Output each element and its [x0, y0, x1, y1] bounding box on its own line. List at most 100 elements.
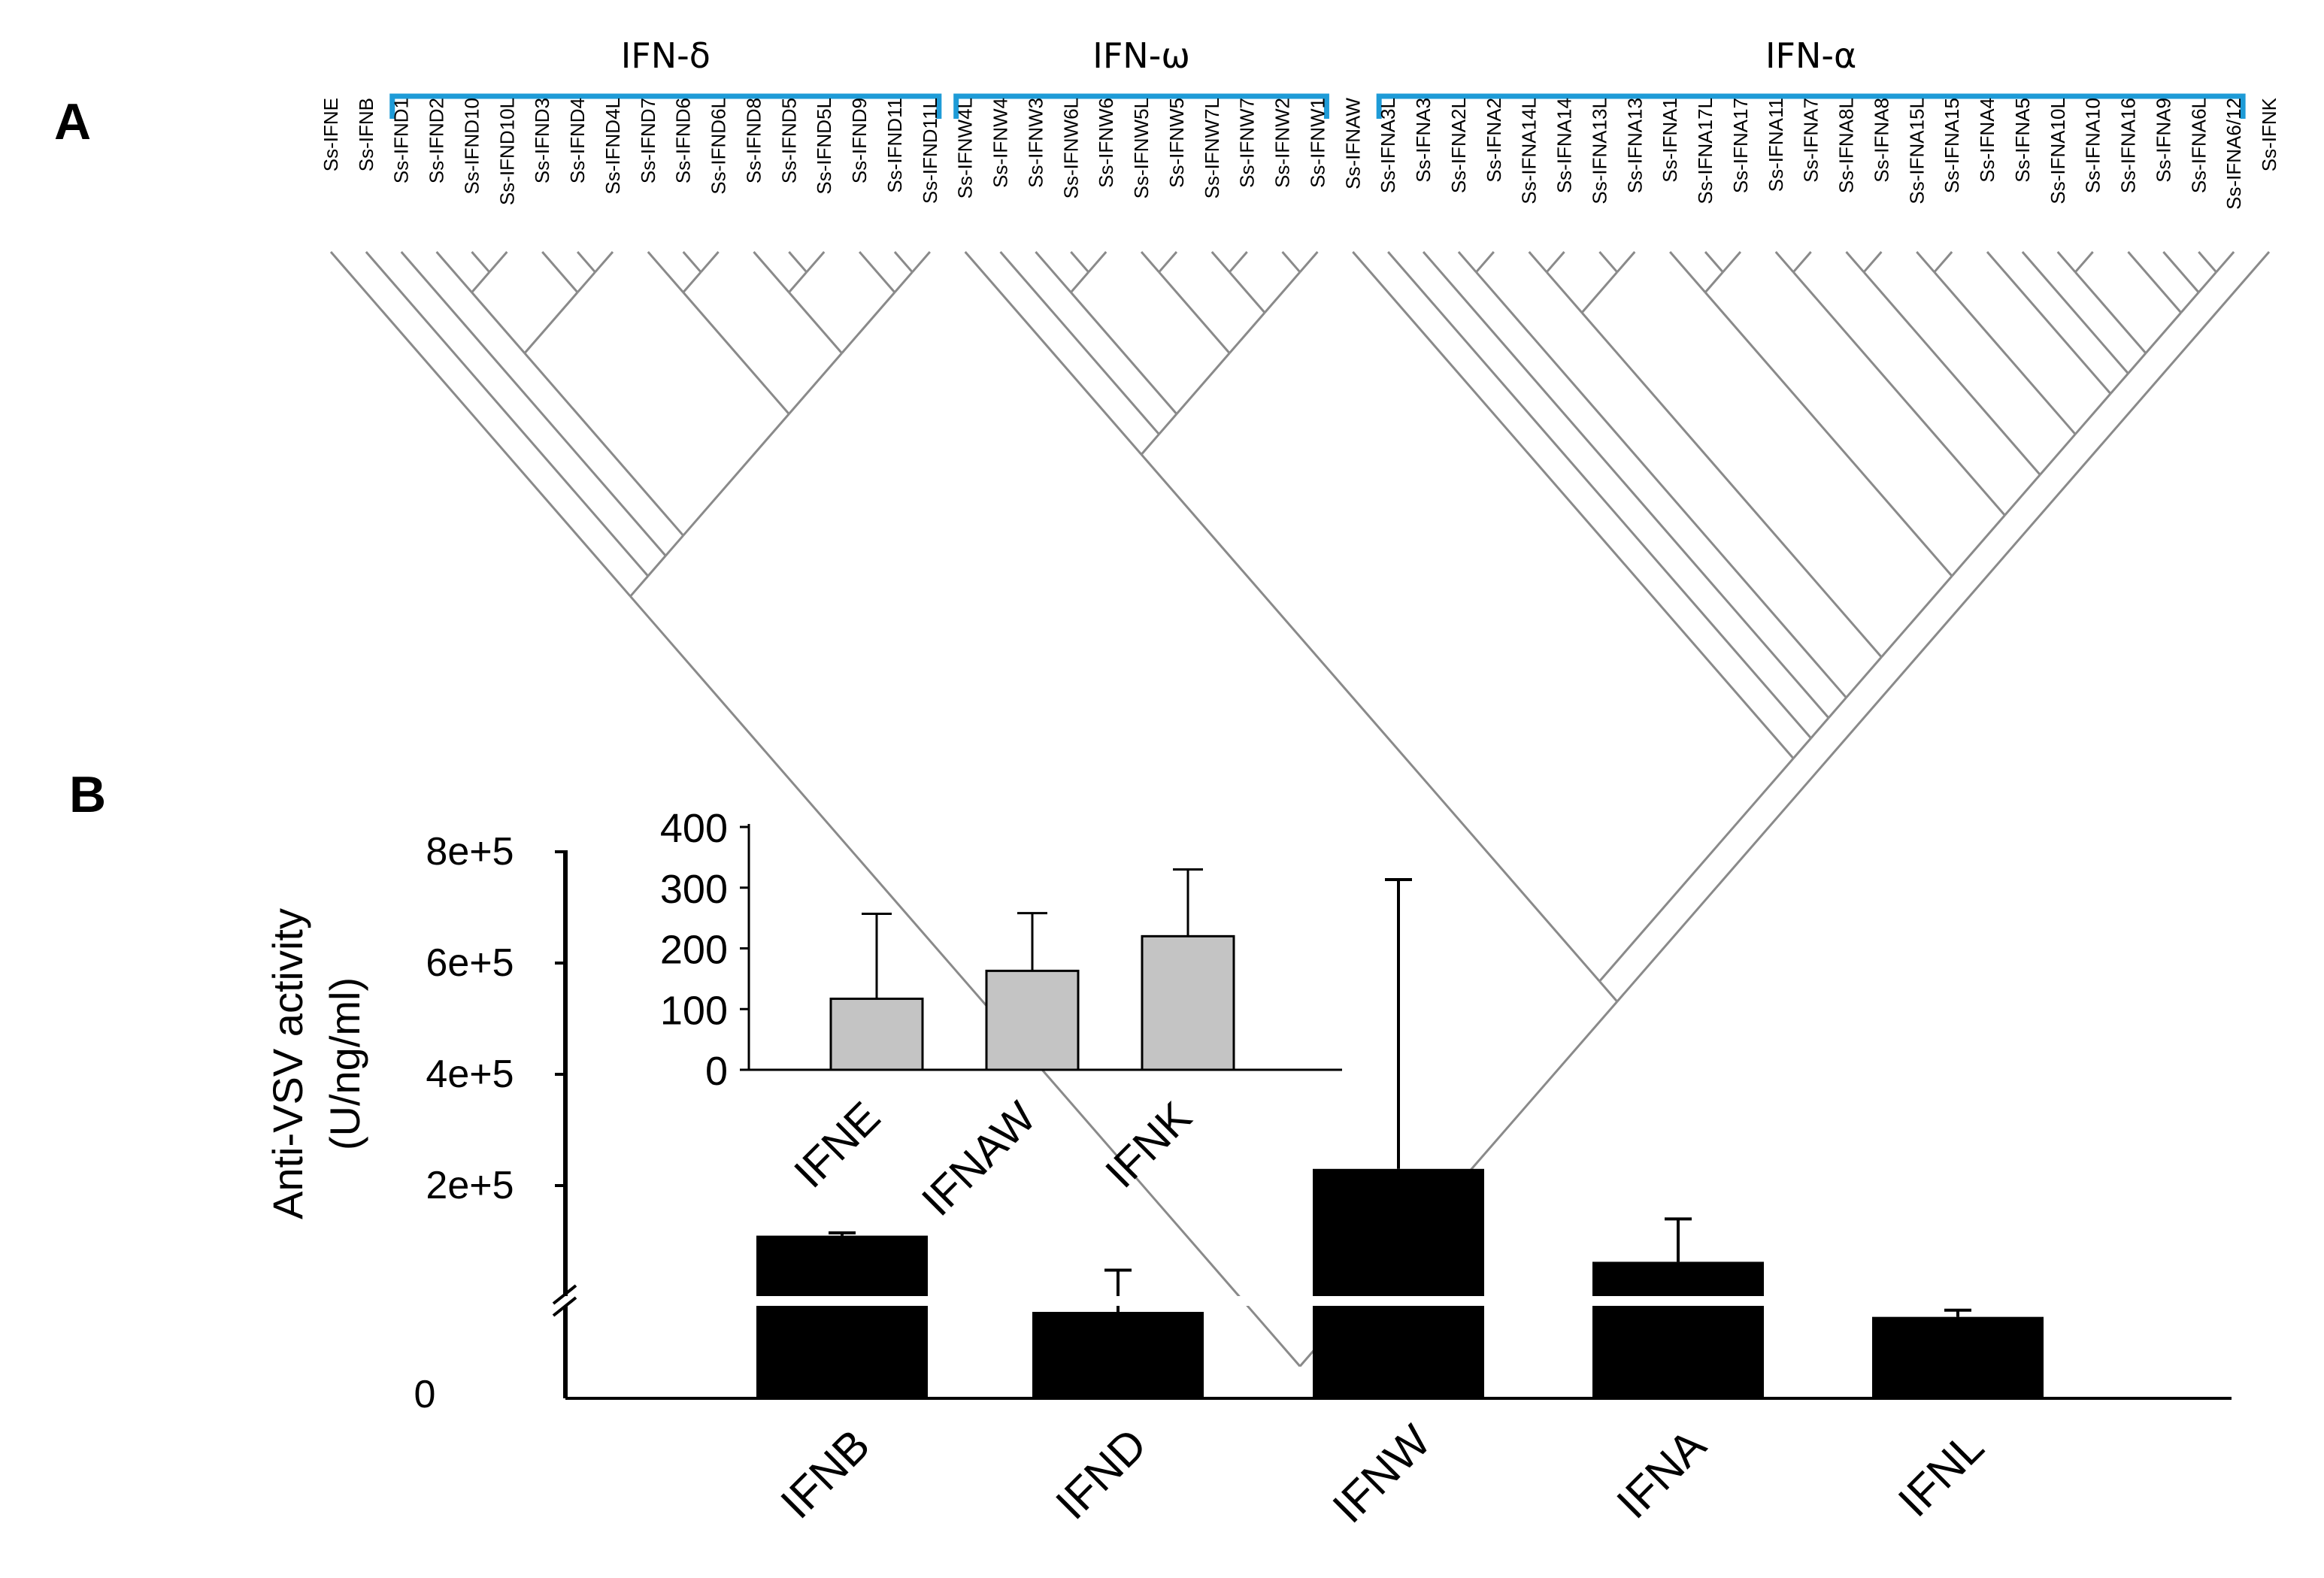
- tree-branch: [682, 251, 702, 273]
- leaf-label-38: Ss-IFNA1: [1659, 98, 1681, 183]
- leaf-label-46: Ss-IFNA15: [1941, 98, 1963, 193]
- leaf-label-44: Ss-IFNA8: [1870, 98, 1892, 183]
- leaf-label-5: Ss-IFND10L: [495, 98, 518, 205]
- tree-branch: [2074, 392, 2112, 435]
- leaf-label-33: Ss-IFNA2: [1483, 98, 1505, 183]
- leaf-label-45: Ss-IFNA15L: [1905, 98, 1928, 204]
- leaf-label-41: Ss-IFNA11: [1765, 98, 1787, 192]
- group-label-2: IFN-α: [1765, 35, 1856, 76]
- leaf-label-43: Ss-IFNA8L: [1835, 98, 1858, 193]
- tree-branch: [435, 251, 473, 293]
- leaf-label-53: Ss-IFNA6L: [2187, 98, 2210, 193]
- tree-branch: [2144, 311, 2182, 354]
- inset-bar-ifne: [829, 998, 924, 1071]
- leaf-label-28: Ss-IFNW1: [1306, 98, 1329, 188]
- tree-branch: [1722, 251, 1742, 273]
- leaf-label-6: Ss-IFND3: [531, 98, 553, 183]
- tree-branch: [1986, 251, 2112, 395]
- leaf-label-20: Ss-IFNW3: [1024, 98, 1047, 188]
- leaf-label-42: Ss-IFNA7: [1800, 98, 1823, 183]
- leaf-label-32: Ss-IFNA2L: [1447, 98, 1470, 193]
- tree-branch: [682, 413, 790, 537]
- group-label-1: IFN-ω: [1092, 35, 1190, 76]
- tree-branch: [541, 251, 579, 293]
- y-axis-label-line2: (U/ng/ml): [321, 977, 368, 1150]
- tree-branch: [400, 251, 667, 557]
- tree-branch: [682, 271, 702, 293]
- tree-branch: [2198, 251, 2217, 273]
- y-tick-label-inset-0: 0: [705, 1049, 728, 1094]
- tree-branch: [1528, 251, 1548, 273]
- leaf-label-2: Ss-IFND1: [390, 98, 413, 183]
- x-tick-label-ifnb: IFNB: [771, 1419, 879, 1528]
- group-brackets: IFN-δ IFN-ω IFN-α: [389, 35, 2246, 119]
- tree-branch: [1933, 251, 1953, 273]
- tree-branch: [2109, 372, 2129, 395]
- leaf-label-4: Ss-IFND10: [460, 98, 483, 195]
- tree-branch: [1087, 251, 1107, 273]
- tree-branch: [1704, 251, 1724, 273]
- axis-break-mark-2: [552, 1296, 577, 1317]
- tree-branch: [2198, 271, 2217, 293]
- tree-branch: [523, 291, 579, 354]
- inset-bar-ifnaw: [985, 969, 1080, 1071]
- leaf-label-26: Ss-IFNW7: [1236, 98, 1259, 188]
- tree-branch: [788, 352, 843, 415]
- tree-branch: [1158, 413, 1178, 435]
- tree-branch: [471, 291, 526, 354]
- tree-branch: [1140, 251, 1160, 273]
- leaf-label-50: Ss-IFNA10: [2082, 98, 2104, 193]
- leaf-label-22: Ss-IFNW6: [1095, 98, 1117, 188]
- tree-branch: [1035, 251, 1072, 293]
- leaf-label-1: Ss-IFNB: [355, 98, 377, 171]
- panel-a-label: A: [54, 93, 91, 150]
- leaf-label-17: Ss-IFND11L: [919, 98, 941, 204]
- bar-ifnb: [756, 1235, 928, 1398]
- leaf-label-24: Ss-IFNW5: [1165, 98, 1188, 188]
- inset-x-tick-label-ifne: IFNE: [785, 1092, 889, 1197]
- tree-branch: [1933, 271, 2077, 435]
- tree-branch: [788, 271, 807, 293]
- tree-branch: [1951, 514, 2006, 577]
- tree-branch: [2127, 251, 2182, 313]
- tree-branch: [1916, 251, 1935, 273]
- leaf-label-48: Ss-IFNA5: [2011, 98, 2034, 183]
- tree-branch: [1616, 251, 2271, 1003]
- tree-branch: [488, 251, 508, 273]
- leaf-label-9: Ss-IFND7: [637, 98, 659, 183]
- tree-branch: [1475, 251, 1495, 273]
- leaf-label-36: Ss-IFNA13L: [1588, 98, 1610, 204]
- tree-branch: [1845, 251, 1865, 273]
- inset-bar-chart: 0 100 200 300 400 IFNE IFNAW IFNK: [660, 806, 1342, 1225]
- panel-b-label: B: [69, 766, 106, 823]
- leaf-label-19: Ss-IFNW4: [989, 98, 1012, 188]
- tree-branch: [1792, 251, 1812, 273]
- y-tick-label-main-3: 6e+5: [426, 941, 514, 985]
- inset-x-tick-label-ifnaw: IFNAW: [913, 1092, 1046, 1225]
- leaf-labels: Ss-IFNE Ss-IFNB Ss-IFND1 Ss-IFND2 Ss-IFND10 S…: [320, 97, 2280, 209]
- tree-branch: [1229, 311, 1266, 354]
- tree-branch: [1175, 352, 1231, 415]
- x-tick-label-ifna: IFNA: [1607, 1419, 1715, 1528]
- leaf-label-10: Ss-IFND6: [672, 98, 695, 183]
- axis-break-mark-1: [552, 1284, 577, 1305]
- bar-ifnw: [1313, 1168, 1484, 1398]
- tree-branch: [1281, 251, 1301, 273]
- y-tick-label-main-1: 2e+5: [426, 1164, 514, 1207]
- tree-branch: [805, 251, 826, 273]
- tree-branch: [1422, 251, 1830, 719]
- y-tick-label-main-0: 0: [414, 1373, 436, 1416]
- tree-branch: [1545, 271, 1583, 313]
- leaf-label-39: Ss-IFNA17L: [1694, 98, 1716, 204]
- leaf-label-31: Ss-IFNA3: [1412, 98, 1435, 183]
- tree-branch: [1387, 251, 1812, 739]
- tree-branch: [629, 575, 649, 598]
- leaf-label-47: Ss-IFNA4: [1976, 98, 1998, 183]
- tree-branch: [788, 291, 843, 354]
- tree-branch: [999, 251, 1160, 435]
- tree-branch: [1774, 251, 1795, 273]
- leaf-label-8: Ss-IFND4L: [601, 98, 624, 195]
- tree-branch: [1616, 251, 1636, 273]
- tree-branch: [1598, 757, 1795, 983]
- tree-branch: [2162, 251, 2200, 293]
